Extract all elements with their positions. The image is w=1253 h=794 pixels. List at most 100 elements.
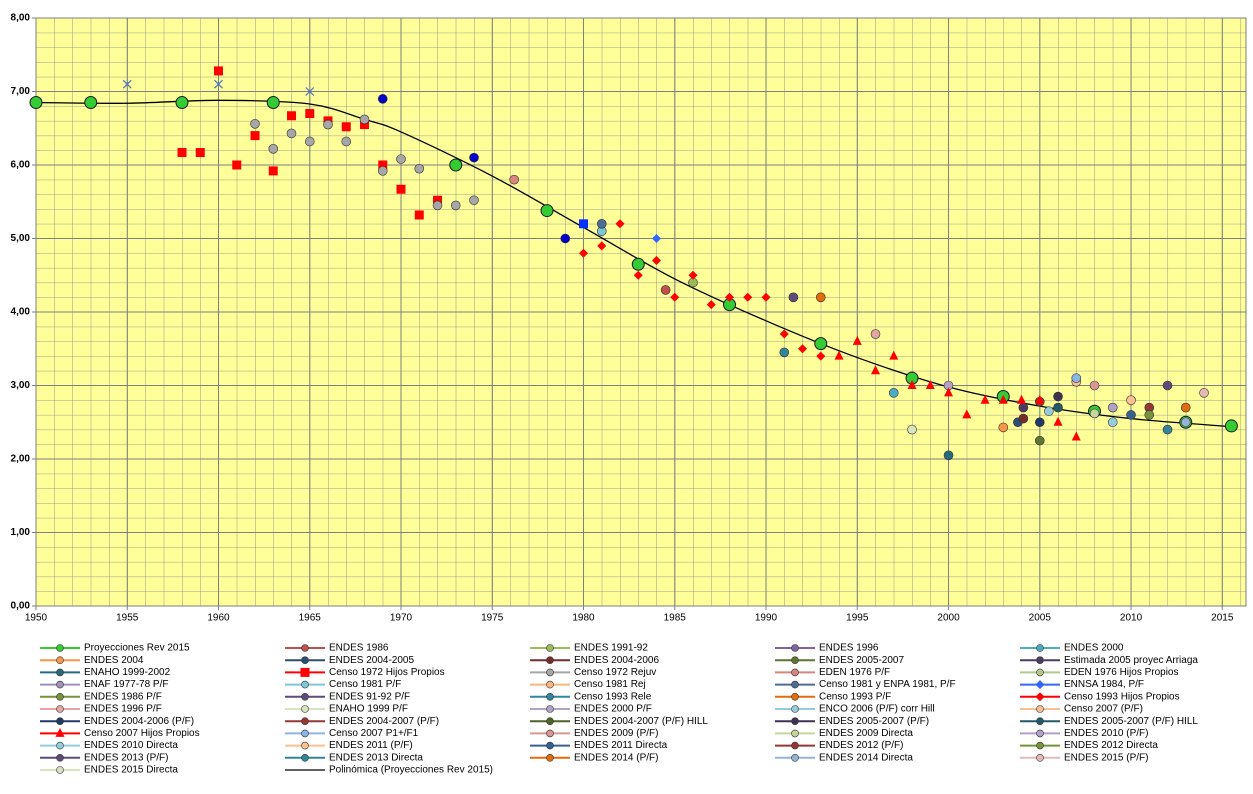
- legend-label: ENDES 2013 (P/F): [84, 752, 168, 763]
- legend-item: ENDES 2013 (P/F): [40, 752, 168, 763]
- point: [1107, 402, 1118, 413]
- legend-label: ENDES 2000 P/F: [574, 704, 652, 715]
- y-tick-label: 6,00: [11, 160, 31, 171]
- legend-label: Proyecciones Rev 2015: [84, 643, 190, 654]
- legend-marker: [1036, 753, 1044, 762]
- legend-item: ENCO 2006 (P/F) corr Hill: [775, 704, 935, 715]
- legend-label: ENDES 2011 (P/F): [329, 740, 413, 751]
- legend-marker: [1036, 668, 1044, 677]
- legend-item: ENDES 1986: [285, 643, 389, 654]
- x-tick-label: 1990: [755, 613, 778, 624]
- legend-item: ENDES 2004-2005: [285, 655, 414, 666]
- legend-label: Censo 2007 Hijos Propios: [84, 728, 200, 739]
- legend-item: ENDES 2004: [40, 655, 144, 666]
- legend-item: Censo 2007 Hijos Propios: [40, 727, 200, 739]
- legend-marker: [301, 680, 309, 689]
- legend-marker: [56, 656, 64, 665]
- legend-item: ENDES 1996 P/F: [40, 704, 162, 715]
- point: [798, 344, 808, 354]
- legend-item: ENDES 2004-2007 (P/F): [285, 716, 439, 727]
- legend-label: Censo 2007 (P/F): [1064, 704, 1143, 715]
- legend-marker: [546, 644, 554, 652]
- point: [1162, 424, 1173, 435]
- point: [907, 380, 917, 389]
- point: [250, 119, 260, 129]
- legend-item: ENDES 2010 (P/F): [1020, 728, 1148, 739]
- point: [834, 350, 844, 360]
- point: [1053, 402, 1063, 413]
- point: [1144, 410, 1155, 420]
- legend-marker: [546, 753, 554, 762]
- x-tick-label: 1970: [390, 613, 413, 624]
- legend-label: ENDES 2012 (P/F): [819, 740, 903, 751]
- legend-item: ENDES 91-92 P/F: [285, 691, 410, 702]
- legend-label: ENDES 2015 Directa: [84, 765, 178, 776]
- legend-item: Censo 1981 Rej: [530, 679, 646, 690]
- point: [1180, 402, 1191, 413]
- legend-label: ENDES 2012 Directa: [1064, 740, 1158, 751]
- legend-label: ENDES 2000: [1064, 643, 1124, 654]
- legend-item: ENDES 2005-2007 (P/F): [775, 716, 929, 727]
- legend-marker: [1036, 741, 1044, 750]
- point: [396, 184, 406, 194]
- point: [286, 128, 297, 139]
- point: [596, 219, 607, 229]
- point: [1071, 373, 1082, 383]
- legend-item: ENDES 2015 (P/F): [1020, 752, 1148, 763]
- legend-marker: [56, 717, 64, 726]
- legend-item: Censo 1972 Hijos Propios: [285, 667, 445, 678]
- point: [1089, 380, 1100, 391]
- legend-marker: [791, 644, 799, 652]
- legend-item: ENDES 2011 (P/F): [285, 740, 413, 751]
- point: [688, 270, 698, 280]
- point: [304, 136, 315, 147]
- y-tick-label: 4,00: [11, 307, 31, 318]
- legend-marker: [301, 753, 309, 762]
- plot-layer: [35, 17, 1246, 607]
- legend-label: ENDES 2010 (P/F): [1064, 728, 1148, 739]
- legend-item: ENDES 2004-2007 (P/F) HILL: [530, 716, 708, 727]
- legend-marker: [546, 741, 554, 750]
- legend-item: ENDES 1996: [775, 643, 879, 654]
- point: [633, 270, 643, 280]
- point: [540, 204, 554, 218]
- legend-marker: [56, 741, 64, 750]
- legend-marker: [55, 727, 65, 737]
- point: [122, 79, 132, 89]
- legend-item: ENDES 2015 Directa: [40, 765, 178, 776]
- legend-marker: [56, 766, 64, 774]
- legend-item: Polinómica (Proyecciones Rev 2015): [285, 765, 493, 776]
- legend-marker: [546, 729, 554, 738]
- x-tick-label: 1955: [116, 613, 139, 624]
- point: [615, 219, 625, 229]
- legend-item: Censo 1972 Rejuv: [530, 667, 656, 678]
- point: [943, 450, 954, 461]
- legend-marker: [301, 741, 309, 750]
- legend-item: Censo 2007 (P/F): [1020, 704, 1143, 715]
- point: [761, 292, 771, 302]
- legend-marker: [300, 667, 310, 677]
- legend-item: ENDES 2014 Directa: [775, 752, 913, 763]
- point: [29, 96, 43, 110]
- point: [652, 256, 662, 266]
- legend-marker: [1036, 705, 1044, 713]
- point: [214, 66, 224, 76]
- legend-label: ENDES 2013 Directa: [329, 752, 423, 763]
- legend-marker: [791, 753, 799, 762]
- x-tick-label: 1950: [25, 613, 48, 624]
- point: [268, 166, 278, 176]
- legend-label: Estimada 2005 proyec Arriaga: [1064, 655, 1198, 666]
- point: [944, 387, 954, 397]
- point: [305, 87, 315, 96]
- legend-label: Censo 2007 P1+/F1: [329, 728, 419, 739]
- legend-label: ENAHO 1999 P/F: [329, 704, 408, 715]
- point: [509, 174, 519, 185]
- legend-marker: [546, 705, 554, 713]
- point: [177, 148, 187, 158]
- legend-item: ENAHO 1999-2002: [40, 667, 171, 678]
- legend-label: ENNSA 1984, P/F: [1064, 679, 1144, 690]
- point: [287, 111, 297, 121]
- y-tick-label: 5,00: [11, 233, 31, 244]
- point: [670, 292, 680, 302]
